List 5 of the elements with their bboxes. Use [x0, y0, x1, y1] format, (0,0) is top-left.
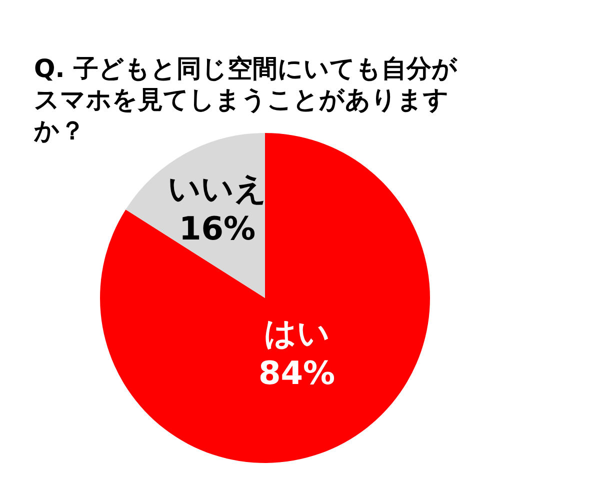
- chart-title: Q. 子どもと同じ空間にいても自分がスマホを見てしまうことがありますか？: [34, 53, 458, 146]
- slice-label: いいえ: [168, 170, 267, 208]
- data-label: 16%: [179, 210, 256, 248]
- slice-label: はい: [264, 314, 330, 352]
- data-label: 84%: [258, 354, 336, 392]
